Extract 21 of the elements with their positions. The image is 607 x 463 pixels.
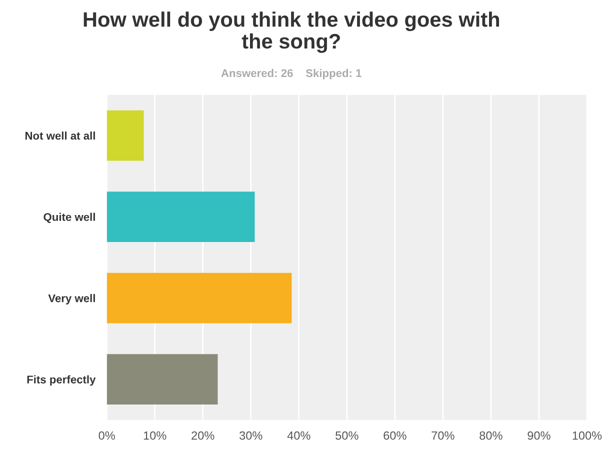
bar	[106, 192, 255, 242]
chart-title: How well do you think the video goes with the song?	[84, 12, 500, 53]
y-tick-label: Very well	[48, 294, 95, 304]
x-tick-label: 60%	[384, 431, 406, 440]
bar	[106, 354, 218, 404]
x-tick-label: 50%	[336, 431, 358, 440]
x-tick-label: 80%	[480, 431, 502, 440]
x-tick-label: 90%	[528, 431, 550, 440]
x-tick-label: 70%	[432, 431, 454, 440]
x-tick-label: 0%	[98, 431, 115, 440]
x-tick-label: 40%	[287, 431, 310, 440]
y-tick-label: Quite well	[44, 212, 95, 224]
x-tick-label: 100%	[572, 431, 602, 440]
bar	[106, 110, 144, 161]
y-tick-label: Fits perfectly	[27, 375, 96, 386]
x-tick-label: 30%	[240, 431, 262, 440]
y-tick-label: Not well at all	[25, 132, 95, 140]
bar	[106, 272, 292, 324]
x-tick-label: 10%	[144, 431, 166, 440]
x-tick-label: 20%	[192, 431, 214, 440]
chart-subtitle: Answered: 26 Skipped: 1	[221, 68, 362, 80]
